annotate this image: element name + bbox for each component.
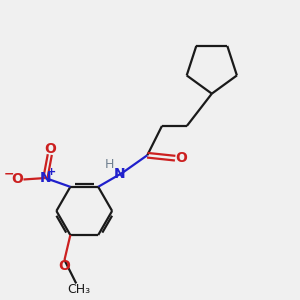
Text: CH₃: CH₃ <box>68 283 91 296</box>
Text: N: N <box>114 167 125 181</box>
Text: −: − <box>4 167 14 180</box>
Text: O: O <box>11 172 23 187</box>
Text: O: O <box>58 259 70 273</box>
Text: O: O <box>176 151 188 165</box>
Text: H: H <box>104 158 114 171</box>
Text: +: + <box>47 167 56 177</box>
Text: O: O <box>44 142 56 156</box>
Text: N: N <box>40 171 51 185</box>
